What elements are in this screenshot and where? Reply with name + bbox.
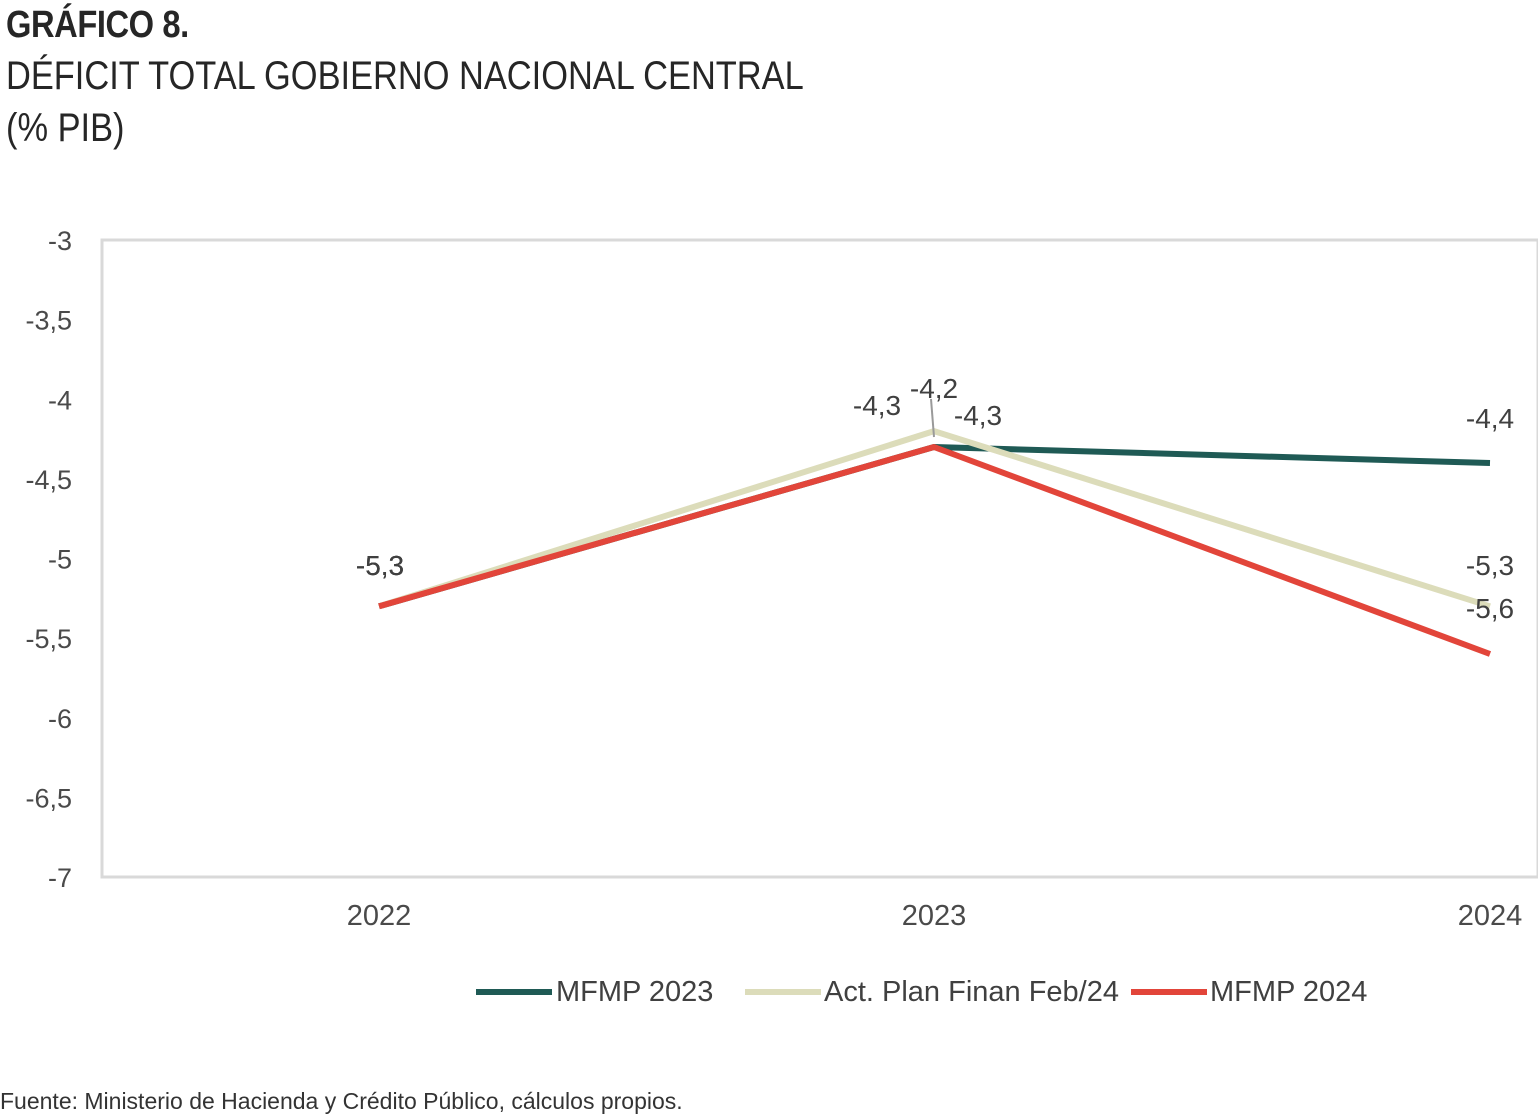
y-tick-label: -6 — [48, 704, 72, 734]
line-chart: -3-3,5-4-4,5-5-5,5-6-6,5-7 2022 2023 2024 … — [25, 226, 1538, 1008]
data-label: -5,3 — [1466, 550, 1514, 581]
data-label: -5,3 — [356, 550, 404, 581]
data-label: -5,3 — [356, 550, 404, 581]
y-axis: -3 -3,5 -4 -4,5 -5 -5,5 -6 -6,5 -7 — [25, 226, 72, 893]
legend-label: MFMP 2023 — [556, 976, 713, 1008]
y-tick-label: -3,5 — [25, 306, 72, 336]
x-tick-label: 2022 — [347, 900, 412, 932]
data-label: -4,3 — [853, 390, 901, 421]
x-axis: 2022 2023 2024 — [347, 900, 1523, 932]
data-label: -4,4 — [1466, 403, 1514, 434]
legend-label: Act. Plan Finan Feb/24 — [824, 976, 1119, 1008]
data-label: -5,3 — [356, 550, 404, 581]
series-line-0 — [378, 444, 1491, 610]
data-label: -4,2 — [910, 373, 958, 404]
chart-title: DÉFICIT TOTAL GOBIERNO NACIONAL CENTRAL — [6, 54, 804, 98]
legend-label: MFMP 2024 — [1210, 976, 1367, 1008]
chart-unit: (% PIB) — [6, 106, 125, 150]
data-labels: -5,3-4,3 -4,4-5,3-4,2-5,3-5,3-4,3-5,6 — [356, 373, 1514, 624]
series-lines — [378, 428, 1492, 657]
y-tick-label: -6,5 — [25, 783, 72, 813]
plot-area-frame — [100, 238, 1538, 879]
y-tick-label: -7 — [48, 863, 72, 893]
data-label: -4,3 — [954, 400, 1002, 431]
data-label: -5,6 — [1466, 593, 1514, 624]
label-leader-line — [930, 398, 935, 438]
y-tick-label: -5,5 — [25, 624, 72, 654]
y-tick-label: -4 — [48, 385, 72, 415]
legend: MFMP 2023 Act. Plan Finan Feb/24 MFMP 2024 — [476, 976, 1367, 1008]
chart-label: GRÁFICO 8. — [6, 4, 189, 46]
series-line-2 — [378, 444, 1492, 657]
x-tick-label: 2024 — [1458, 900, 1523, 932]
source-note: Fuente: Ministerio de Hacienda y Crédito… — [0, 1088, 683, 1114]
y-tick-label: -5 — [48, 545, 72, 575]
y-tick-label: -3 — [48, 226, 72, 256]
y-tick-label: -4,5 — [25, 465, 72, 495]
x-tick-label: 2023 — [902, 900, 967, 932]
